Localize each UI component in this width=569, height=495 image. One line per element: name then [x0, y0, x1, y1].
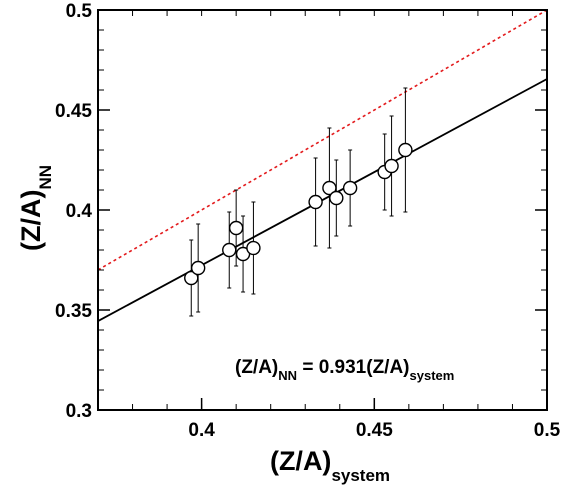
y-axis-label: (Z/A)NN [16, 165, 55, 251]
data-point [184, 239, 199, 317]
x-tick-label: 0.45 [356, 420, 393, 441]
y-tick-label: 0.3 [66, 401, 92, 422]
point-marker [308, 194, 323, 210]
data-point [322, 127, 337, 249]
data-point [308, 157, 323, 247]
plot-frame [97, 9, 548, 411]
point-marker [246, 240, 261, 256]
y-axis-ticks: 0.3 0.35 0.4 0.45 0.5 [55, 1, 547, 422]
fit-annotation-mid: = 0.931(Z/A) [297, 357, 409, 378]
fit-annotation-sub1: NN [278, 368, 297, 383]
x-axis-label: (Z/A)system [270, 446, 390, 485]
x-axis-label-sub: system [331, 466, 390, 485]
x-axis-ticks: 0.4 0.45 0.5 [132, 10, 561, 441]
point-marker [222, 242, 237, 258]
data-point [222, 211, 237, 289]
data-point [342, 149, 358, 227]
y-tick-label: 0.35 [55, 301, 92, 322]
fit-annotation: (Z/A)NN = 0.931(Z/A)system [235, 357, 454, 383]
y-tick-label: 0.4 [66, 201, 93, 222]
fit-annotation-main: (Z/A) [235, 357, 278, 378]
fit-annotation-sub2: system [410, 368, 455, 383]
y-tick-label: 0.45 [55, 101, 92, 122]
x-axis-label-main: (Z/A) [270, 446, 331, 476]
point-marker [228, 220, 244, 236]
point-marker [342, 180, 358, 196]
point-marker [329, 190, 344, 206]
point-marker [398, 142, 413, 158]
data-point [190, 223, 206, 313]
y-axis-label-main: (Z/A) [16, 190, 46, 251]
point-marker [190, 260, 206, 276]
reference-line [97, 9, 548, 271]
data-point [329, 159, 344, 237]
y-tick-label: 0.5 [66, 1, 93, 22]
data-point [398, 87, 413, 213]
data-point [246, 201, 261, 295]
point-marker [384, 158, 399, 174]
x-tick-label: 0.5 [534, 420, 561, 441]
data-points-group [184, 87, 413, 317]
y-axis-label-sub: NN [36, 165, 55, 190]
reference-line-group [97, 9, 548, 271]
x-tick-label: 0.4 [188, 420, 215, 441]
data-point [384, 115, 399, 217]
